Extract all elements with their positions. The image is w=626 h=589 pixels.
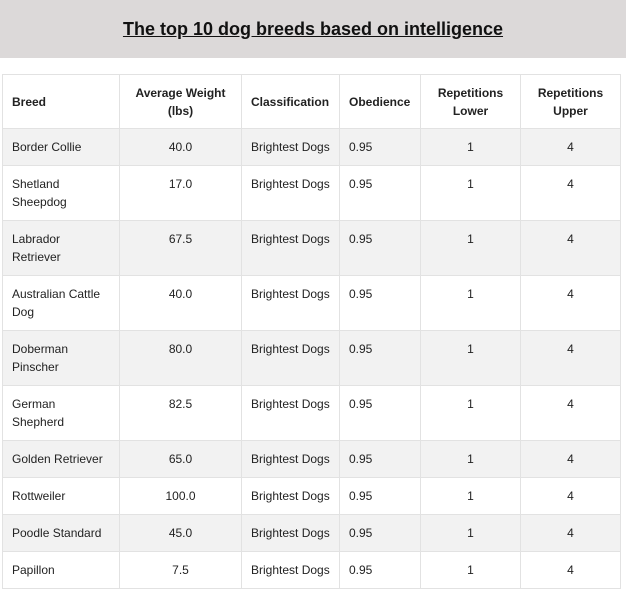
table-row: Rottweiler 100.0 Brightest Dogs 0.95 1 4 [2,477,621,515]
table-cell: 1 [420,128,521,166]
table-cell: 0.95 [339,128,421,166]
table-cell: Brightest Dogs [241,440,340,478]
table-cell: 0.95 [339,220,421,276]
table-cell: Golden Retriever [2,440,120,478]
table-cell: 1 [420,330,521,386]
table-cell: Brightest Dogs [241,514,340,552]
table-cell: Poodle Standard [2,514,120,552]
table-cell: 1 [420,551,521,589]
table-cell: 0.95 [339,165,421,221]
table-cell: 7.5 [119,551,242,589]
table-cell: German Shepherd [2,385,120,441]
table-row: Australian Cattle Dog 40.0 Brightest Dogs 0… [2,275,621,331]
table-cell: 82.5 [119,385,242,441]
table-row: Poodle Standard 45.0 Brightest Dogs 0.95 1 4 [2,514,621,552]
table-cell: Brightest Dogs [241,275,340,331]
table-cell: 4 [520,551,621,589]
table-cell: 4 [520,385,621,441]
column-header: Average Weight (lbs) [119,74,242,129]
column-header: Repetitions Lower [420,74,521,129]
column-header: Obedience [339,74,421,129]
table-cell: 0.95 [339,551,421,589]
column-header: Breed [2,74,120,129]
table-cell: 1 [420,440,521,478]
table-cell: Brightest Dogs [241,477,340,515]
table-cell: Brightest Dogs [241,551,340,589]
table-row: Papillon 7.5 Brightest Dogs 0.95 1 4 [2,551,621,589]
table-cell: Australian Cattle Dog [2,275,120,331]
table-cell: Brightest Dogs [241,385,340,441]
table-row: Shetland Sheepdog 17.0 Brightest Dogs 0.95 1… [2,165,621,221]
column-header: Classification [241,74,340,129]
table-row: Border Collie 40.0 Brightest Dogs 0.95 1 4 [2,128,621,166]
table-cell: 4 [520,440,621,478]
table-cell: 0.95 [339,477,421,515]
table-cell: Labrador Retriever [2,220,120,276]
table-row: Golden Retriever 65.0 Brightest Dogs 0.95 1 4 [2,440,621,478]
table-cell: 4 [520,128,621,166]
table-cell: Rottweiler [2,477,120,515]
table-cell: 1 [420,275,521,331]
table-cell: 4 [520,514,621,552]
table-cell: Brightest Dogs [241,165,340,221]
table-cell: 0.95 [339,275,421,331]
table-cell: 1 [420,220,521,276]
column-header: Repetitions Upper [520,74,621,129]
table-cell: 40.0 [119,128,242,166]
table-row: Doberman Pinscher 80.0 Brightest Dogs 0.95 1… [2,330,621,386]
table-cell: 1 [420,165,521,221]
table-cell: Border Collie [2,128,120,166]
table-cell: Shetland Sheepdog [2,165,120,221]
table-cell: 17.0 [119,165,242,221]
header-bar: The top 10 dog breeds based on intellige… [0,0,626,58]
table-cell: 0.95 [339,330,421,386]
table-cell: 1 [420,514,521,552]
table-cell: 1 [420,477,521,515]
table-cell: 67.5 [119,220,242,276]
table-cell: 65.0 [119,440,242,478]
table-cell: Doberman Pinscher [2,330,120,386]
table-cell: 4 [520,477,621,515]
table-cell: Papillon [2,551,120,589]
table-cell: 0.95 [339,440,421,478]
table-cell: 0.95 [339,514,421,552]
table-cell: 0.95 [339,385,421,441]
table-cell: 45.0 [119,514,242,552]
table-cell: 4 [520,220,621,276]
table-row: Labrador Retriever 67.5 Brightest Dogs 0.95… [2,220,621,276]
table-cell: Brightest Dogs [241,128,340,166]
header-row: Breed Average Weight (lbs) Classification O… [2,74,621,129]
table-cell: 4 [520,330,621,386]
table-row: German Shepherd 82.5 Brightest Dogs 0.95 1 4 [2,385,621,441]
table-body: Border Collie 40.0 Brightest Dogs 0.95 1 4 She… [2,128,621,589]
table-cell: 4 [520,275,621,331]
table-cell: Brightest Dogs [241,220,340,276]
breed-table: Breed Average Weight (lbs) Classification O… [2,74,621,589]
table-cell: 100.0 [119,477,242,515]
table-cell: 4 [520,165,621,221]
table-cell: Brightest Dogs [241,330,340,386]
table-cell: 80.0 [119,330,242,386]
page-title: The top 10 dog breeds based on intellige… [122,18,504,39]
table-cell: 1 [420,385,521,441]
table-cell: 40.0 [119,275,242,331]
